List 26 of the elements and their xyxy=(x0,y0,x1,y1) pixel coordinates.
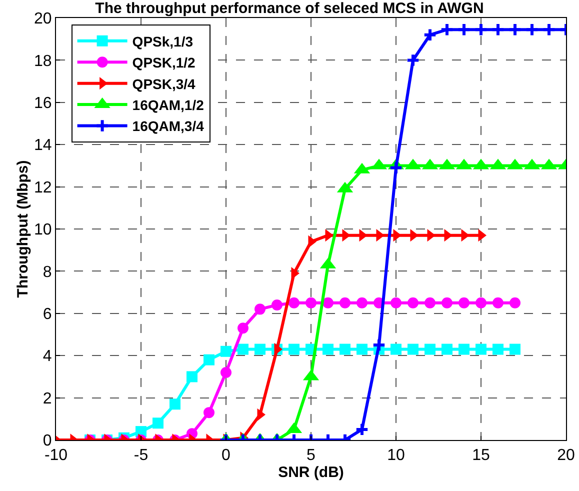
y-tick-label: 10 xyxy=(34,222,52,239)
legend-label: QPSK,3/4 xyxy=(132,76,196,92)
y-tick-label: 6 xyxy=(42,306,52,323)
chart-title: The throughput performance of seleced MCS in AWGN xyxy=(95,0,484,17)
x-tick-label: -5 xyxy=(134,447,148,464)
y-tick-label: 0 xyxy=(42,432,52,450)
legend-label: QPSk,1/3 xyxy=(132,33,194,50)
y-tick-label: 18 xyxy=(34,52,52,70)
x-tick-label: 20 xyxy=(557,447,575,464)
y-tick-label: 2 xyxy=(42,390,52,408)
y-tick-label: 8 xyxy=(42,264,52,281)
x-tick-label: 5 xyxy=(306,447,316,464)
x-tick-label: -10 xyxy=(44,447,68,464)
x-axis-title: SNR (dB) xyxy=(278,464,344,482)
x-tick-label: 15 xyxy=(472,447,490,464)
y-tick-label: 14 xyxy=(34,137,52,154)
y-axis-title: Throughput (Mbps) xyxy=(14,160,32,298)
y-tick-label: 12 xyxy=(34,179,52,196)
y-tick-label: 20 xyxy=(34,10,52,28)
y-tick-label: 16 xyxy=(34,95,52,112)
x-tick-label: 10 xyxy=(387,447,405,464)
legend-label: 16QAM,1/2 xyxy=(132,96,204,113)
legend-label: QPSK,1/2 xyxy=(132,54,196,71)
x-tick-label: 0 xyxy=(222,447,231,464)
y-tick-label: 4 xyxy=(42,348,52,366)
legend-label: 16QAM,3/4 xyxy=(132,118,204,134)
